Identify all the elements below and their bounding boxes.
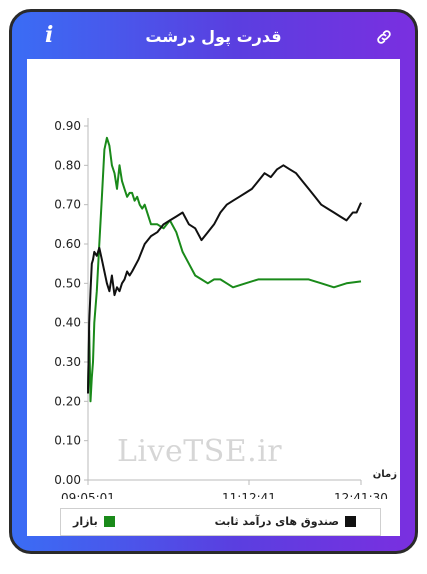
legend-item-market[interactable]: بازار (73, 515, 115, 528)
y-tick-label: 0.90 (54, 119, 81, 133)
line-chart: 0.00 0.10 0.20 0.30 0.40 0.50 0.60 0.70 0.80 0.90… (54, 118, 397, 499)
x-tick-label: 11:12:41 (222, 491, 276, 499)
chart-panel: LiveTSE.ir 0.00 0.10 0.20 0.30 0.40 0.50 0.60 0… (27, 59, 400, 536)
legend-item-fixed-income[interactable]: صندوق های درآمد ثابت (215, 515, 356, 528)
legend-label-market: بازار (73, 515, 98, 528)
widget-header: i قدرت پول درشت (12, 12, 415, 60)
series-line-market (87, 136, 362, 403)
legend-swatch-market (103, 516, 115, 527)
watermark: LiveTSE.ir (117, 434, 283, 469)
x-axis-label: زمان (373, 469, 397, 480)
x-tick-label: 12:41:30 (334, 491, 388, 499)
chart-legend: صندوق های درآمد ثابت بازار (60, 508, 381, 536)
series-line-fixed-income (87, 164, 362, 394)
y-tick-label: 0.20 (54, 394, 81, 408)
x-tick-label: 09:05:01 (61, 491, 115, 499)
y-tick-label: 0.40 (54, 316, 81, 330)
info-icon[interactable]: i (45, 22, 54, 48)
link-icon[interactable] (375, 28, 393, 46)
y-tick-label: 0.70 (54, 198, 81, 212)
y-tick-label: 0.80 (54, 158, 81, 172)
y-tick-label: 0.10 (54, 434, 81, 448)
y-tick-label: 0.50 (54, 276, 81, 290)
widget-title: قدرت پول درشت (145, 26, 282, 46)
y-tick-label: 0.00 (54, 473, 81, 487)
y-tick-label: 0.60 (54, 237, 81, 251)
widget-frame: i قدرت پول درشت LiveTSE.ir 0.00 0.10 0.20 0… (9, 9, 418, 554)
y-tick-label: 0.30 (54, 355, 81, 369)
legend-swatch-fixed-income (345, 516, 356, 527)
legend-label-fixed-income: صندوق های درآمد ثابت (214, 515, 339, 528)
